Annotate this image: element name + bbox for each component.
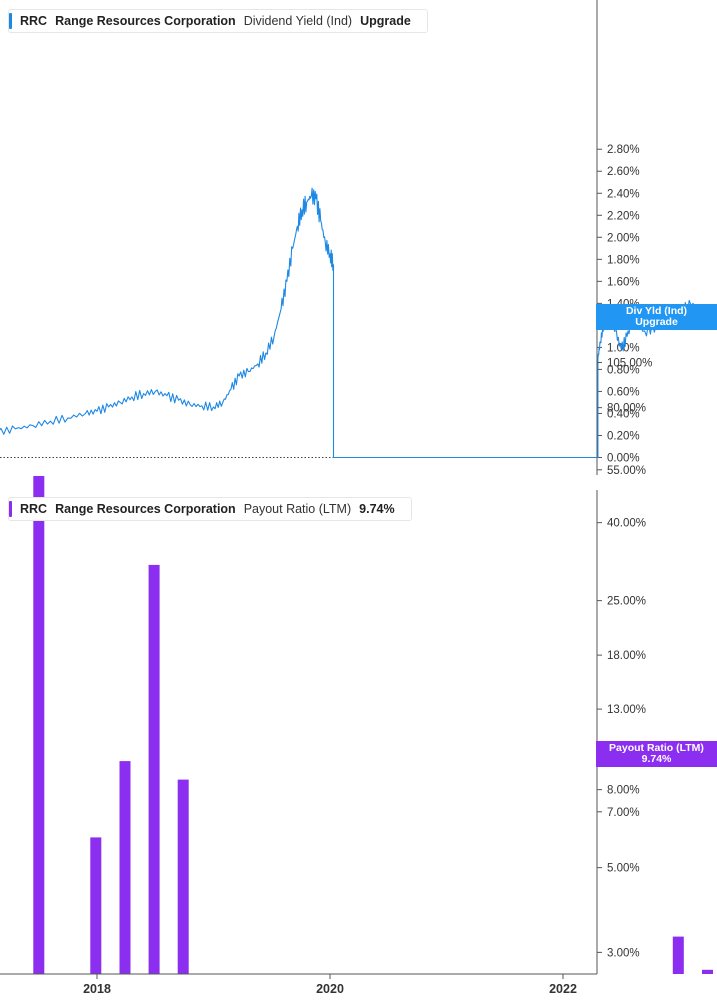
x-tick-label: 2022 (549, 982, 577, 996)
legend-ticker: RRC (20, 14, 48, 28)
y-tick-label: 55.00% (607, 465, 646, 477)
legend-ticker: RRC (20, 502, 48, 516)
legend-company: Range Resources Corporation (55, 502, 236, 516)
payout-ratio-value-tag: Payout Ratio (LTM) 9.74% (596, 741, 717, 767)
y-tick-label: 3.00% (607, 947, 640, 959)
legend-value: 9.74% (359, 502, 395, 516)
tag-label: Div Yld (Ind) (625, 305, 688, 317)
x-axis: 20182020202220242026 (0, 973, 597, 996)
y-tick-label: 0.40% (607, 408, 640, 420)
y-tick-label: 8.00% (607, 785, 640, 797)
payout-bar (119, 761, 131, 974)
y-tick-label: 2.00% (607, 232, 640, 244)
y-tick-label: 40.00% (607, 518, 646, 530)
y-tick-label: 0.20% (607, 430, 640, 442)
series-color-swatch (9, 13, 12, 29)
series-color-swatch (9, 501, 12, 517)
y-tick-label: 1.80% (607, 254, 640, 266)
y-tick-label: 5.00% (607, 863, 640, 875)
legend-metric: Payout Ratio (LTM) (243, 502, 352, 516)
y-tick-label: 2.60% (607, 166, 640, 178)
legend-company: Range Resources Corporation (55, 14, 236, 28)
payout-bar (90, 837, 102, 974)
payout-bar (672, 936, 684, 974)
y-tick-label: 2.80% (607, 144, 640, 156)
dividend-yield-value-tag[interactable]: Div Yld (Ind) Upgrade (596, 304, 717, 330)
y-tick-label: 1.60% (607, 276, 640, 288)
payout-bar (33, 476, 45, 974)
legend-metric: Dividend Yield (Ind) (243, 14, 353, 28)
legend-upgrade-link[interactable]: Upgrade (360, 14, 411, 28)
tag-label: Payout Ratio (LTM) (609, 742, 704, 754)
y-tick-label: 7.00% (607, 807, 640, 819)
tag-value: 9.74% (641, 753, 672, 765)
y-tick-label: 2.20% (607, 210, 640, 222)
payout-bar (148, 564, 160, 974)
y-tick-label: 25.00% (607, 596, 646, 608)
payout-ratio-plot (33, 476, 713, 974)
y-tick-label: 80.00% (607, 403, 646, 415)
payout-bar (177, 779, 189, 974)
top-legend[interactable]: RRC Range Resources Corporation Dividend… (8, 9, 428, 33)
y-tick-label: 13.00% (607, 704, 646, 716)
y-tick-label: 105.00% (607, 358, 652, 370)
y-tick-label: 0.80% (607, 364, 640, 376)
bottom-y-axis: 105.00% 80.00% 55.00% 40.00% 25.00% 18.00% 13.… (596, 358, 652, 974)
y-tick-label: 0.60% (607, 386, 640, 398)
x-tick-label: 2018 (83, 982, 111, 996)
y-tick-label: 2.40% (607, 188, 640, 200)
payout-bar (702, 969, 713, 974)
x-tick-label: 2020 (316, 982, 344, 996)
bottom-legend[interactable]: RRC Range Resources Corporation Payout R… (8, 497, 412, 521)
y-tick-label: 18.00% (607, 650, 646, 662)
tag-value: Upgrade (635, 316, 678, 328)
y-tick-label: 0.00% (607, 453, 640, 465)
